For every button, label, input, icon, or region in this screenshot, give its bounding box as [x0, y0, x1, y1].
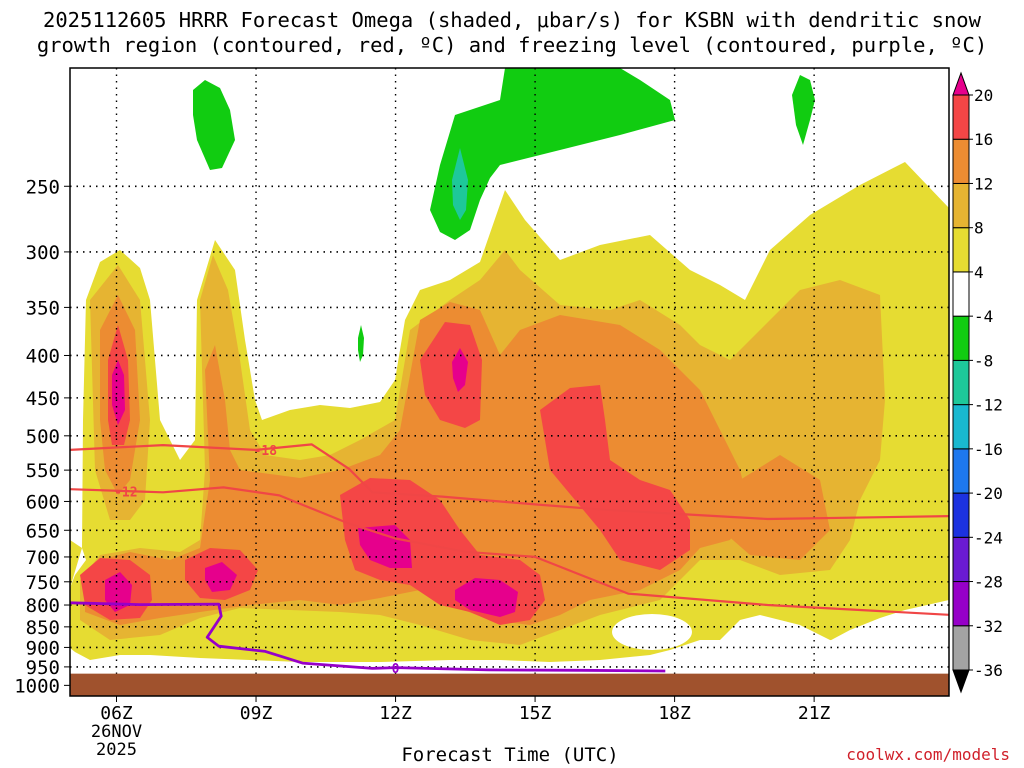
credit-text: coolwx.com/models — [846, 745, 1010, 764]
y-tick-label: 500 — [26, 426, 60, 448]
omega-shade-12-16 — [85, 295, 830, 625]
contour-line — [70, 601, 666, 673]
y-tick-label: 850 — [26, 617, 60, 639]
ground-surface — [70, 673, 949, 696]
x-tick-label: 12Z — [379, 703, 412, 724]
x-tick-label: 18Z — [658, 703, 691, 724]
colorbar-label: -8 — [974, 351, 993, 370]
colorbar-swatch — [952, 581, 970, 627]
y-tick-label: 900 — [26, 637, 60, 659]
colorbar-swatch — [952, 536, 970, 583]
colorbar-label: 16 — [974, 130, 993, 149]
y-tick-label: 1000 — [14, 675, 60, 697]
colorbar-label: -20 — [974, 484, 1003, 503]
contour-label: -18 — [254, 444, 278, 459]
contour-label: -12 — [114, 486, 137, 501]
y-tick-label: 700 — [26, 547, 60, 569]
colorbar-label: -28 — [974, 573, 1003, 592]
colorbar-label: -36 — [974, 661, 1003, 680]
y-tick-label: 650 — [26, 520, 60, 542]
chart-title-line-2: growth region (contoured, red, ºC) and f… — [36, 33, 988, 57]
x-axis-label: Forecast Time (UTC) — [401, 744, 619, 766]
x-tick-label: 15Z — [519, 703, 552, 724]
colorbar-swatch — [952, 182, 970, 229]
temperature-contours: -18 -12 0 — [70, 443, 949, 677]
omega-shade-neg-8-to-4 — [193, 68, 815, 362]
colorbar-label: 8 — [974, 219, 984, 238]
chart-title-line-1: 2025112605 HRRR Forecast Omega (shaded, … — [43, 8, 981, 32]
colorbar-label: -4 — [974, 307, 993, 326]
x-tick-label: 06Z — [100, 703, 133, 724]
y-tick-label: 350 — [26, 297, 60, 319]
y-tick-label: 250 — [26, 176, 60, 198]
x-tick-year: 2025 — [96, 740, 137, 760]
colorbar-label: -24 — [974, 528, 1003, 547]
colorbar-label: 4 — [974, 263, 984, 282]
colorbar-label: -12 — [974, 396, 1003, 415]
y-tick-label: 600 — [26, 491, 60, 513]
colorbar-swatch — [952, 625, 970, 671]
colorbar-swatch — [952, 315, 970, 361]
y-tick-label: 550 — [26, 460, 60, 482]
omega-shade-neg-12-to-8 — [452, 148, 468, 220]
colorbar-label: -32 — [974, 617, 1003, 636]
colorbar-swatch — [952, 271, 970, 317]
contour-line — [70, 443, 949, 521]
colorbar-min-arrow — [952, 669, 970, 694]
y-tick-label: 300 — [26, 242, 60, 264]
colorbar-swatch — [952, 138, 970, 184]
y-tick-label: 400 — [26, 345, 60, 367]
colorbar-label: -16 — [974, 440, 1003, 459]
colorbar-swatch — [952, 404, 970, 450]
colorbar-label: 20 — [974, 86, 993, 105]
pressure-axis: 2503003504004505005506006507007508008509… — [14, 176, 70, 697]
x-tick-label: 09Z — [240, 703, 273, 724]
contour-label: 0 — [392, 662, 400, 677]
y-tick-label: 800 — [26, 595, 60, 617]
colorbar-swatch — [952, 448, 970, 494]
y-tick-label: 950 — [26, 657, 60, 679]
colorbar: -36 -32 -28 -24 -20 -16 -12 -8 -4 4 8 12 16 20 — [952, 71, 1003, 694]
contour-line — [70, 486, 949, 616]
plot-frame — [69, 67, 950, 697]
colorbar-swatch — [952, 492, 970, 538]
x-tick-date: 26NOV — [91, 722, 142, 742]
colorbar-label: 12 — [974, 174, 993, 193]
colorbar-swatch — [952, 94, 970, 140]
y-tick-label: 450 — [26, 388, 60, 410]
colorbar-max-arrow — [952, 71, 970, 96]
time-gridlines — [115, 68, 815, 696]
x-tick-label: 21Z — [798, 703, 831, 724]
plot-area: -18 -12 0 — [70, 68, 949, 696]
y-tick-label: 750 — [26, 572, 60, 594]
omega-shade-above-20 — [105, 348, 518, 617]
colorbar-swatch — [952, 227, 970, 273]
colorbar-swatch — [952, 359, 970, 406]
